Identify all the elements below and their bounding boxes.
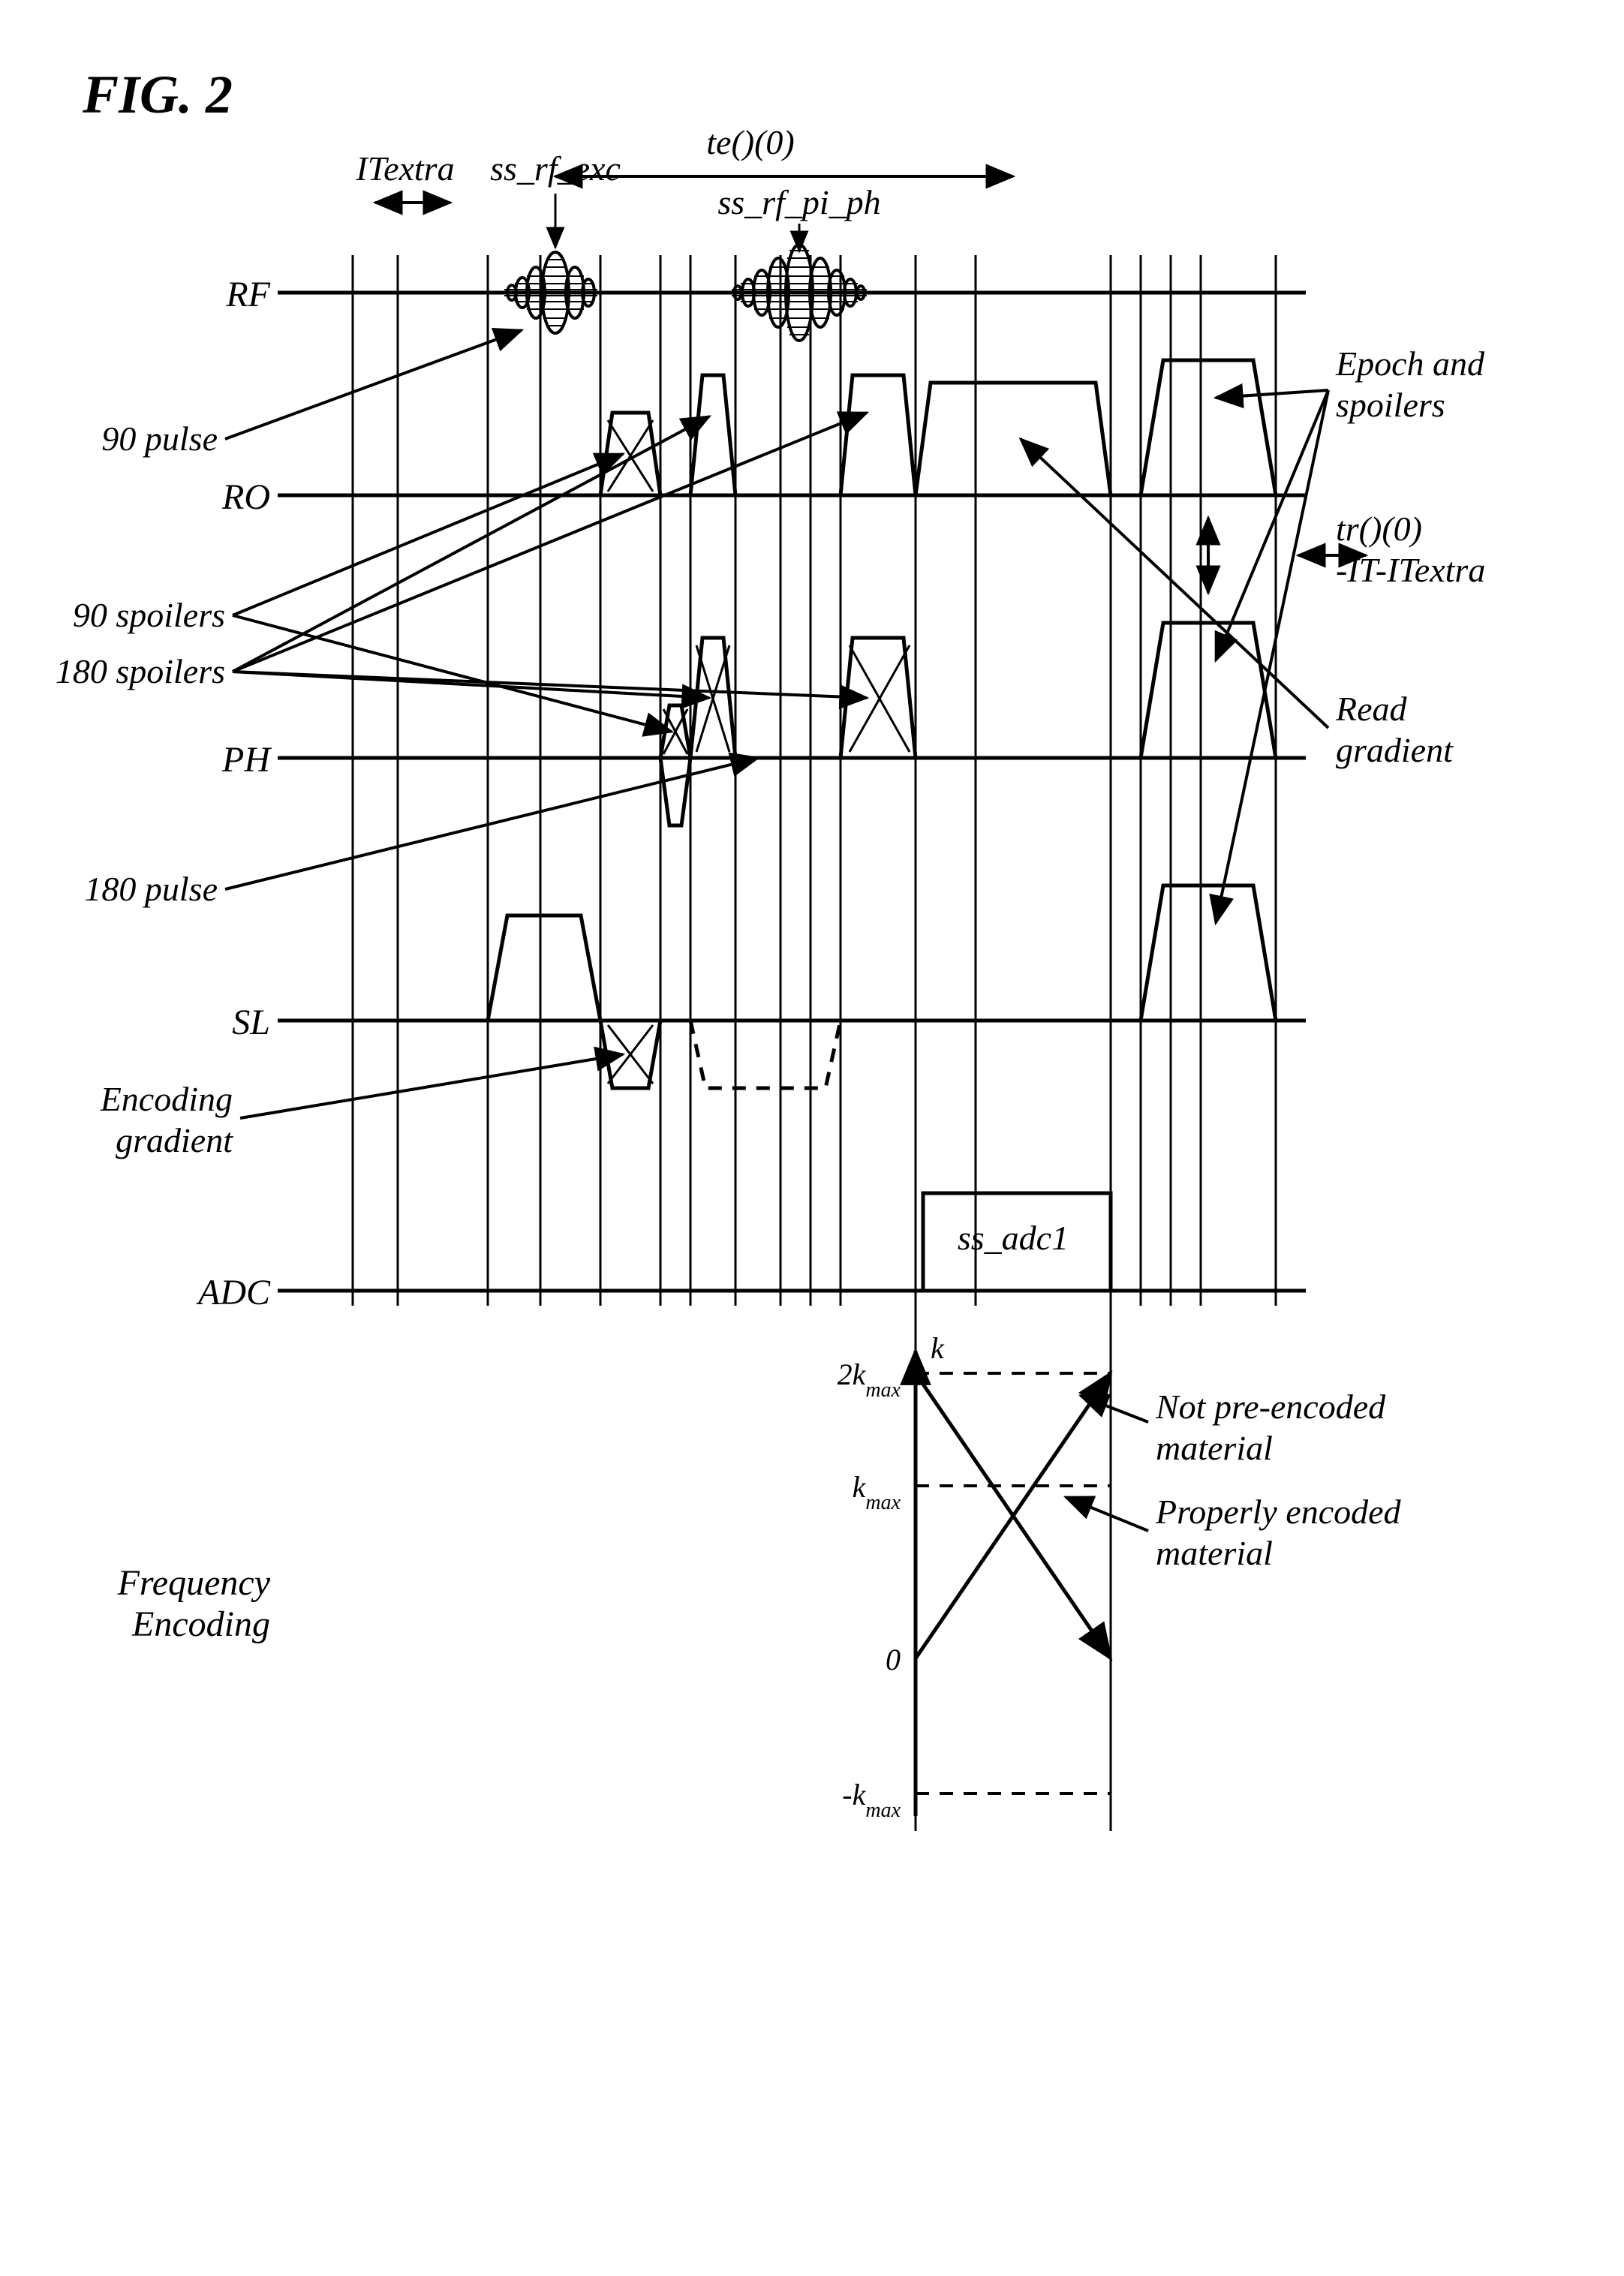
top-dimension-labels: ITextra ss_rf_exc te()(0) ss_rf_pi_ph	[355, 123, 1013, 251]
figure-container: FIG. 2 ITextra ss_rf_exc te()(0) ss_rf_p…	[30, 30, 1594, 2246]
callout-notpre-2: material	[1156, 1429, 1273, 1467]
callout-90-pulse: 90 pulse	[101, 419, 218, 458]
k-2kmax: 2kmax	[838, 1357, 901, 1402]
row-label-fe-1: Frequency	[117, 1563, 271, 1603]
k-tick-labels: 2kmax kmax 0 -kmax	[838, 1357, 901, 1822]
label-te: te()(0)	[706, 123, 794, 161]
callout-read-1: Read	[1335, 690, 1408, 728]
callout-enc-grad-2: gradient	[116, 1121, 233, 1159]
k-kmax: kmax	[853, 1470, 901, 1514]
row-label-ph: PH	[221, 740, 272, 780]
figure-title: FIG. 2	[82, 65, 233, 125]
callout-epoch-1: Epoch and	[1335, 344, 1485, 383]
row-frequency-encoding: Frequency Encoding k 2kmax kmax 0 -kmax	[117, 1331, 1111, 1822]
callout-90-spoilers: 90 spoilers	[73, 596, 225, 634]
k-neg-kmax: -kmax	[842, 1778, 901, 1822]
callout-read-2: gradient	[1336, 731, 1454, 769]
k-zero: 0	[886, 1643, 901, 1676]
row-rf: RF	[225, 245, 1306, 341]
callout-notpre-1: Not pre-encoded	[1155, 1388, 1386, 1426]
vertical-gridlines	[353, 255, 1276, 1831]
right-callouts: Epoch and spoilers tr()(0) -IT-ITextra R…	[1021, 344, 1485, 1572]
label-ss-rf-pi-ph: ss_rf_pi_ph	[717, 183, 880, 221]
callout-180-pulse: 180 pulse	[84, 870, 218, 908]
k-axis-symbol: k	[931, 1331, 945, 1365]
row-label-ro: RO	[221, 477, 270, 517]
row-label-adc: ADC	[196, 1273, 271, 1312]
callout-epoch-2: spoilers	[1336, 386, 1445, 424]
label-ss-adc1: ss_adc1	[958, 1219, 1069, 1257]
row-ro: RO	[221, 360, 1306, 517]
row-adc: ADC ss_adc1	[196, 1193, 1306, 1312]
row-label-rf: RF	[225, 275, 270, 314]
callout-proper-2: material	[1156, 1534, 1273, 1572]
callout-enc-grad-1: Encoding	[100, 1080, 233, 1118]
left-callouts: 90 pulse 90 spoilers 180 spoilers 180 pu…	[56, 330, 867, 1159]
label-itextra: ITextra	[355, 149, 454, 188]
label-ss-rf-exc: ss_rf_exc	[490, 149, 621, 188]
row-ph: PH	[221, 623, 1306, 825]
callout-180-spoilers: 180 spoilers	[56, 652, 225, 690]
callout-proper-1: Properly encoded	[1155, 1493, 1402, 1531]
row-label-sl: SL	[232, 1003, 270, 1042]
pulse-sequence-diagram: FIG. 2 ITextra ss_rf_exc te()(0) ss_rf_p…	[30, 30, 1594, 2246]
row-sl: SL	[232, 885, 1306, 1088]
row-label-fe-2: Encoding	[131, 1604, 270, 1644]
callout-tr-1: tr()(0)	[1336, 510, 1422, 548]
